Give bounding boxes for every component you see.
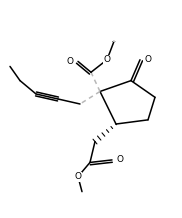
Text: methyl: methyl <box>112 41 116 42</box>
Text: O: O <box>144 55 151 64</box>
Text: O: O <box>116 155 123 164</box>
Text: O: O <box>67 57 74 66</box>
Text: O: O <box>104 55 110 64</box>
Text: O: O <box>74 172 82 181</box>
